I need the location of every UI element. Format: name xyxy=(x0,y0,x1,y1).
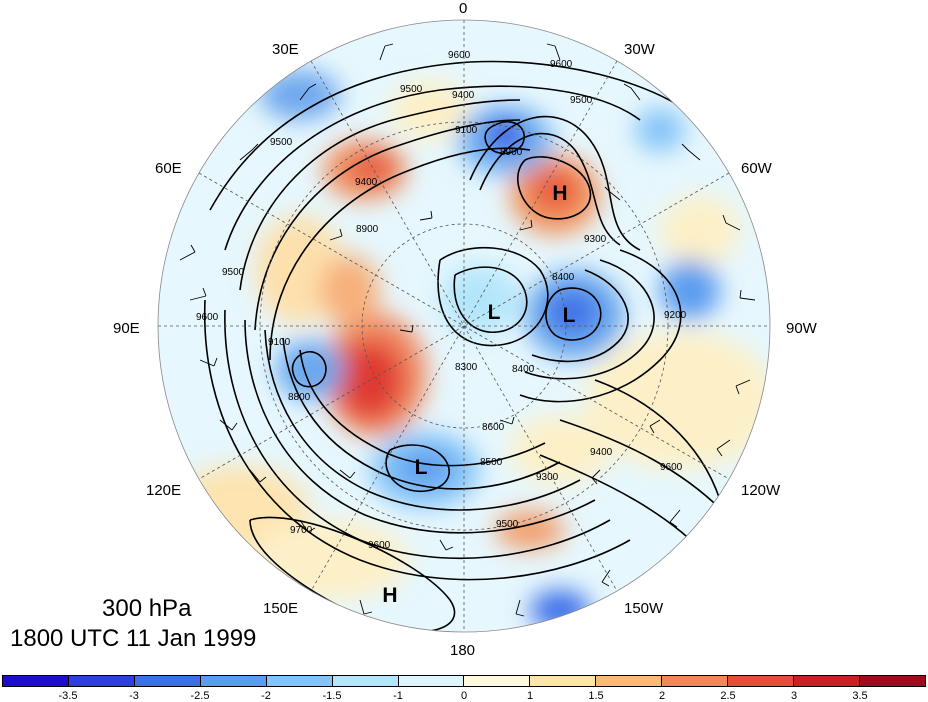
contour-label: 8400 xyxy=(512,364,535,375)
colorbar-tick-label: 1.5 xyxy=(588,690,604,702)
contour-label: 9500 xyxy=(570,95,593,106)
contour-label: 9700 xyxy=(290,525,313,536)
lon-label-180: 180 xyxy=(450,642,476,659)
colorbar-tick-label: 1 xyxy=(526,690,534,702)
colorbar-segment xyxy=(859,676,925,686)
anomaly-shading xyxy=(170,70,770,630)
low-center-label: L xyxy=(488,301,501,324)
lon-label-90w: 90W xyxy=(786,320,817,337)
contour-label: 9600 xyxy=(550,59,573,70)
contour-label: 9500 xyxy=(400,84,423,95)
lon-label-120e: 120E xyxy=(146,482,182,499)
high-center-label: H xyxy=(382,584,397,607)
colorbar-segment xyxy=(3,676,69,686)
contour-label: 8500 xyxy=(480,457,503,468)
contour-label: 9400 xyxy=(452,90,475,101)
contour-label: 9300 xyxy=(536,472,559,483)
colorbar-segment xyxy=(134,676,201,686)
colorbar-segment xyxy=(68,676,135,686)
colorbar-segment xyxy=(464,676,531,686)
contour-label: 9400 xyxy=(590,447,613,458)
low-center-label: L xyxy=(415,456,428,479)
colorbar xyxy=(2,675,926,687)
colorbar-tick-label: 0 xyxy=(460,690,468,702)
lon-label-30e: 30E xyxy=(272,41,299,58)
colorbar-segment xyxy=(398,676,465,686)
colorbar-tick-label: -3.5 xyxy=(58,690,78,702)
lon-label-150w: 150W xyxy=(624,600,664,617)
contour-label: 9500 xyxy=(222,267,245,278)
contour-label: 8800 xyxy=(288,392,311,403)
contour-label: 8400 xyxy=(552,272,575,283)
lon-label-60e: 60E xyxy=(155,160,182,177)
contour-label: 9100 xyxy=(268,337,291,348)
colorbar-tick-label: -2.5 xyxy=(190,690,210,702)
colorbar-tick-label: -1 xyxy=(393,690,403,702)
colorbar-segment xyxy=(662,676,729,686)
colorbar-tick-labels: -3.5 -3 -2.5 -2 -1.5 -1 0 1 1.5 2 2.5 3 3.5 xyxy=(0,690,928,702)
contour-label: 8900 xyxy=(500,147,523,158)
lon-label-30w: 30W xyxy=(624,41,655,58)
colorbar-segment xyxy=(596,676,663,686)
lon-label-0: 0 xyxy=(459,0,468,17)
lon-label-120w: 120W xyxy=(741,482,781,499)
contour-label: 9100 xyxy=(455,125,478,136)
contour-label: 9300 xyxy=(584,234,607,245)
high-center-label: H xyxy=(552,182,567,205)
contour-label: 8600 xyxy=(482,422,505,433)
colorbar-tick-label: 2.5 xyxy=(720,690,736,702)
map-border xyxy=(157,19,771,633)
colorbar-tick-label: 3.5 xyxy=(852,690,868,702)
contour-label: 8900 xyxy=(356,224,379,235)
low-center-label: L xyxy=(563,304,576,327)
lon-label-150e: 150E xyxy=(263,600,299,617)
colorbar-segment xyxy=(728,676,795,686)
contour-label: 9500 xyxy=(496,519,519,530)
contour-labels: 9600 9600 9500 9400 9500 9100 8900 9400 … xyxy=(196,50,687,551)
contour-label: 8300 xyxy=(455,362,478,373)
colorbar-segment xyxy=(332,676,399,686)
contour-label: 9500 xyxy=(270,137,293,148)
contour-label: 9600 xyxy=(368,540,391,551)
colorbar-tick-label: 3 xyxy=(790,690,798,702)
pressure-level-title: 300 hPa xyxy=(102,595,192,622)
colorbar-segment xyxy=(266,676,333,686)
contour-label: 9200 xyxy=(664,310,687,321)
contour-label: 9600 xyxy=(196,312,219,323)
colorbar-tick-label: -1.5 xyxy=(322,690,342,702)
datetime-title: 1800 UTC 11 Jan 1999 xyxy=(10,625,257,652)
lon-label-90e: 90E xyxy=(113,320,140,337)
wind-barbs xyxy=(179,43,756,617)
contour-label: 9600 xyxy=(660,462,683,473)
colorbar-tick-label: 2 xyxy=(658,690,666,702)
colorbar-tick-label: -2 xyxy=(261,690,271,702)
colorbar-segment xyxy=(794,676,860,686)
graticule xyxy=(158,20,770,632)
lon-label-60w: 60W xyxy=(741,160,772,177)
colorbar-tick-label: -3 xyxy=(129,690,139,702)
contour-label: 9400 xyxy=(355,177,378,188)
colorbar-segment xyxy=(530,676,597,686)
colorbar-segment xyxy=(200,676,267,686)
contour-label: 9600 xyxy=(448,50,471,61)
